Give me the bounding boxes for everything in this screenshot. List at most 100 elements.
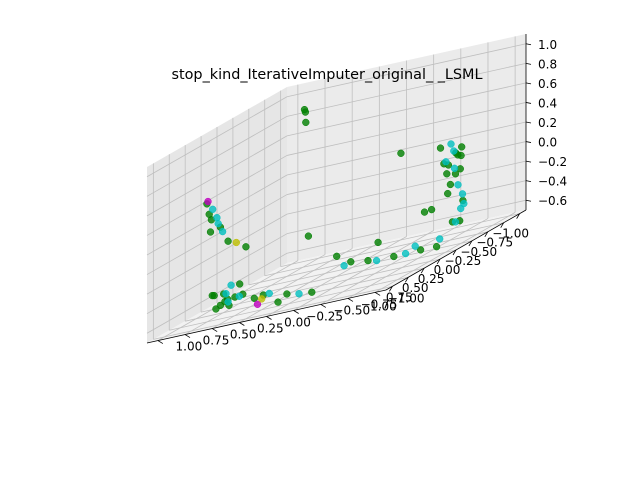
data-point-green [274, 298, 282, 306]
data-point-cyan [235, 292, 243, 300]
data-point-green [444, 189, 452, 198]
grid-line-z [286, 141, 527, 195]
z-tick-label: −0.6 [538, 194, 567, 208]
data-point-green [333, 252, 341, 260]
z-tick-label: 0.0 [538, 136, 557, 150]
x-tick-mark [420, 267, 425, 274]
x-tick-mark [404, 277, 409, 283]
grid-line-y [374, 212, 516, 293]
z-tick-mark [525, 43, 532, 46]
y-tick-mark [347, 298, 354, 302]
y-tick-mark [211, 328, 218, 332]
data-point-magenta [204, 197, 212, 206]
data-point-green [420, 208, 429, 216]
data-point-cyan [209, 205, 217, 213]
x-tick-label: 0.00 [434, 263, 461, 277]
y-tick-mark [266, 316, 272, 320]
x-tick-label: −0.25 [445, 254, 482, 268]
grid-line-z [286, 121, 527, 176]
data-point-cyan [411, 242, 419, 250]
x-tick-mark [452, 249, 457, 256]
data-point-cyan [401, 249, 410, 258]
data-point-cyan [295, 290, 303, 298]
data-point-green [432, 243, 441, 251]
grid-line-z [146, 96, 288, 178]
data-point-green [416, 246, 425, 254]
data-point-green [427, 205, 436, 214]
data-point-green [374, 238, 382, 247]
x-tick-mark [500, 222, 505, 228]
grid-line-z [286, 43, 527, 98]
z-tick-mark [525, 141, 532, 143]
data-point-green [242, 243, 250, 251]
z-tick-label: 0.6 [538, 77, 557, 91]
data-point-cyan [458, 190, 467, 198]
grid-line-z [146, 213, 288, 295]
grid-line-y [293, 230, 434, 311]
y-tick-label: −0.75 [361, 297, 398, 311]
x-tick-mark [389, 286, 393, 292]
z-tick-label: 1.0 [538, 38, 557, 52]
y-tick-label: −0.25 [306, 309, 343, 323]
data-point-green [458, 143, 466, 151]
grid-line-z [286, 102, 527, 156]
y-tick-label: 0.50 [230, 328, 257, 342]
grid-line-z [286, 62, 527, 117]
z-tick-mark [525, 102, 532, 104]
data-point-green [397, 149, 405, 157]
data-point-green [302, 118, 310, 127]
y-tick-label: −1.00 [388, 291, 425, 305]
chart-title: stop_kind_IterativeImputer_original_ _LS… [171, 67, 482, 83]
z-tick-mark [525, 160, 532, 163]
x-tick-label: −0.50 [460, 245, 497, 259]
y-tick-mark [293, 310, 299, 314]
z-tick-label: −0.2 [538, 155, 567, 169]
data-point-cyan [214, 219, 222, 228]
grid-line-z [146, 135, 288, 217]
data-point-green [210, 291, 218, 300]
z-tick-label: 0.8 [538, 57, 557, 71]
x-tick-label: 1.00 [370, 299, 397, 313]
z-tick-mark [525, 121, 532, 124]
z-tick-label: 0.4 [538, 96, 557, 110]
data-point-cyan [213, 214, 221, 222]
data-point-yellow [232, 238, 240, 247]
data-point-cyan [340, 262, 348, 270]
grid-line-y [239, 242, 380, 323]
data-point-green [436, 144, 445, 152]
z-tick-mark [525, 199, 532, 202]
data-point-green [212, 305, 220, 313]
data-point-yellow [258, 295, 266, 303]
grid-line-z [146, 115, 288, 197]
data-point-cyan [224, 298, 232, 306]
data-point-cyan [450, 147, 458, 155]
grid-line-z [286, 160, 527, 215]
y-tick-mark [157, 340, 164, 344]
x-tick-label: −1.00 [492, 227, 529, 241]
x-tick-label: 0.75 [386, 290, 413, 304]
data-point-green [364, 256, 372, 265]
y-tick-label: −0.50 [333, 303, 370, 317]
data-point-green [301, 108, 310, 116]
grid-line-z [146, 233, 288, 315]
data-point-cyan [218, 227, 227, 236]
data-point-green [283, 290, 291, 298]
data-point-green [236, 280, 244, 288]
y-tick-mark [184, 334, 191, 338]
data-points [203, 105, 468, 313]
y-tick-label: 0.75 [203, 334, 230, 348]
data-point-green [205, 210, 213, 218]
grid-line-y [347, 218, 489, 299]
data-point-cyan [442, 158, 450, 166]
z-tick-label: −0.4 [538, 175, 567, 189]
grid-line-y [184, 254, 326, 335]
data-point-cyan [451, 218, 460, 226]
x-tick-label: 0.50 [402, 281, 429, 295]
data-point-cyan [222, 290, 230, 298]
data-point-green [308, 288, 316, 296]
grid-line-y [266, 236, 407, 317]
x-tick-mark [468, 240, 473, 247]
x-tick-mark [484, 231, 489, 238]
data-point-cyan [265, 289, 273, 298]
